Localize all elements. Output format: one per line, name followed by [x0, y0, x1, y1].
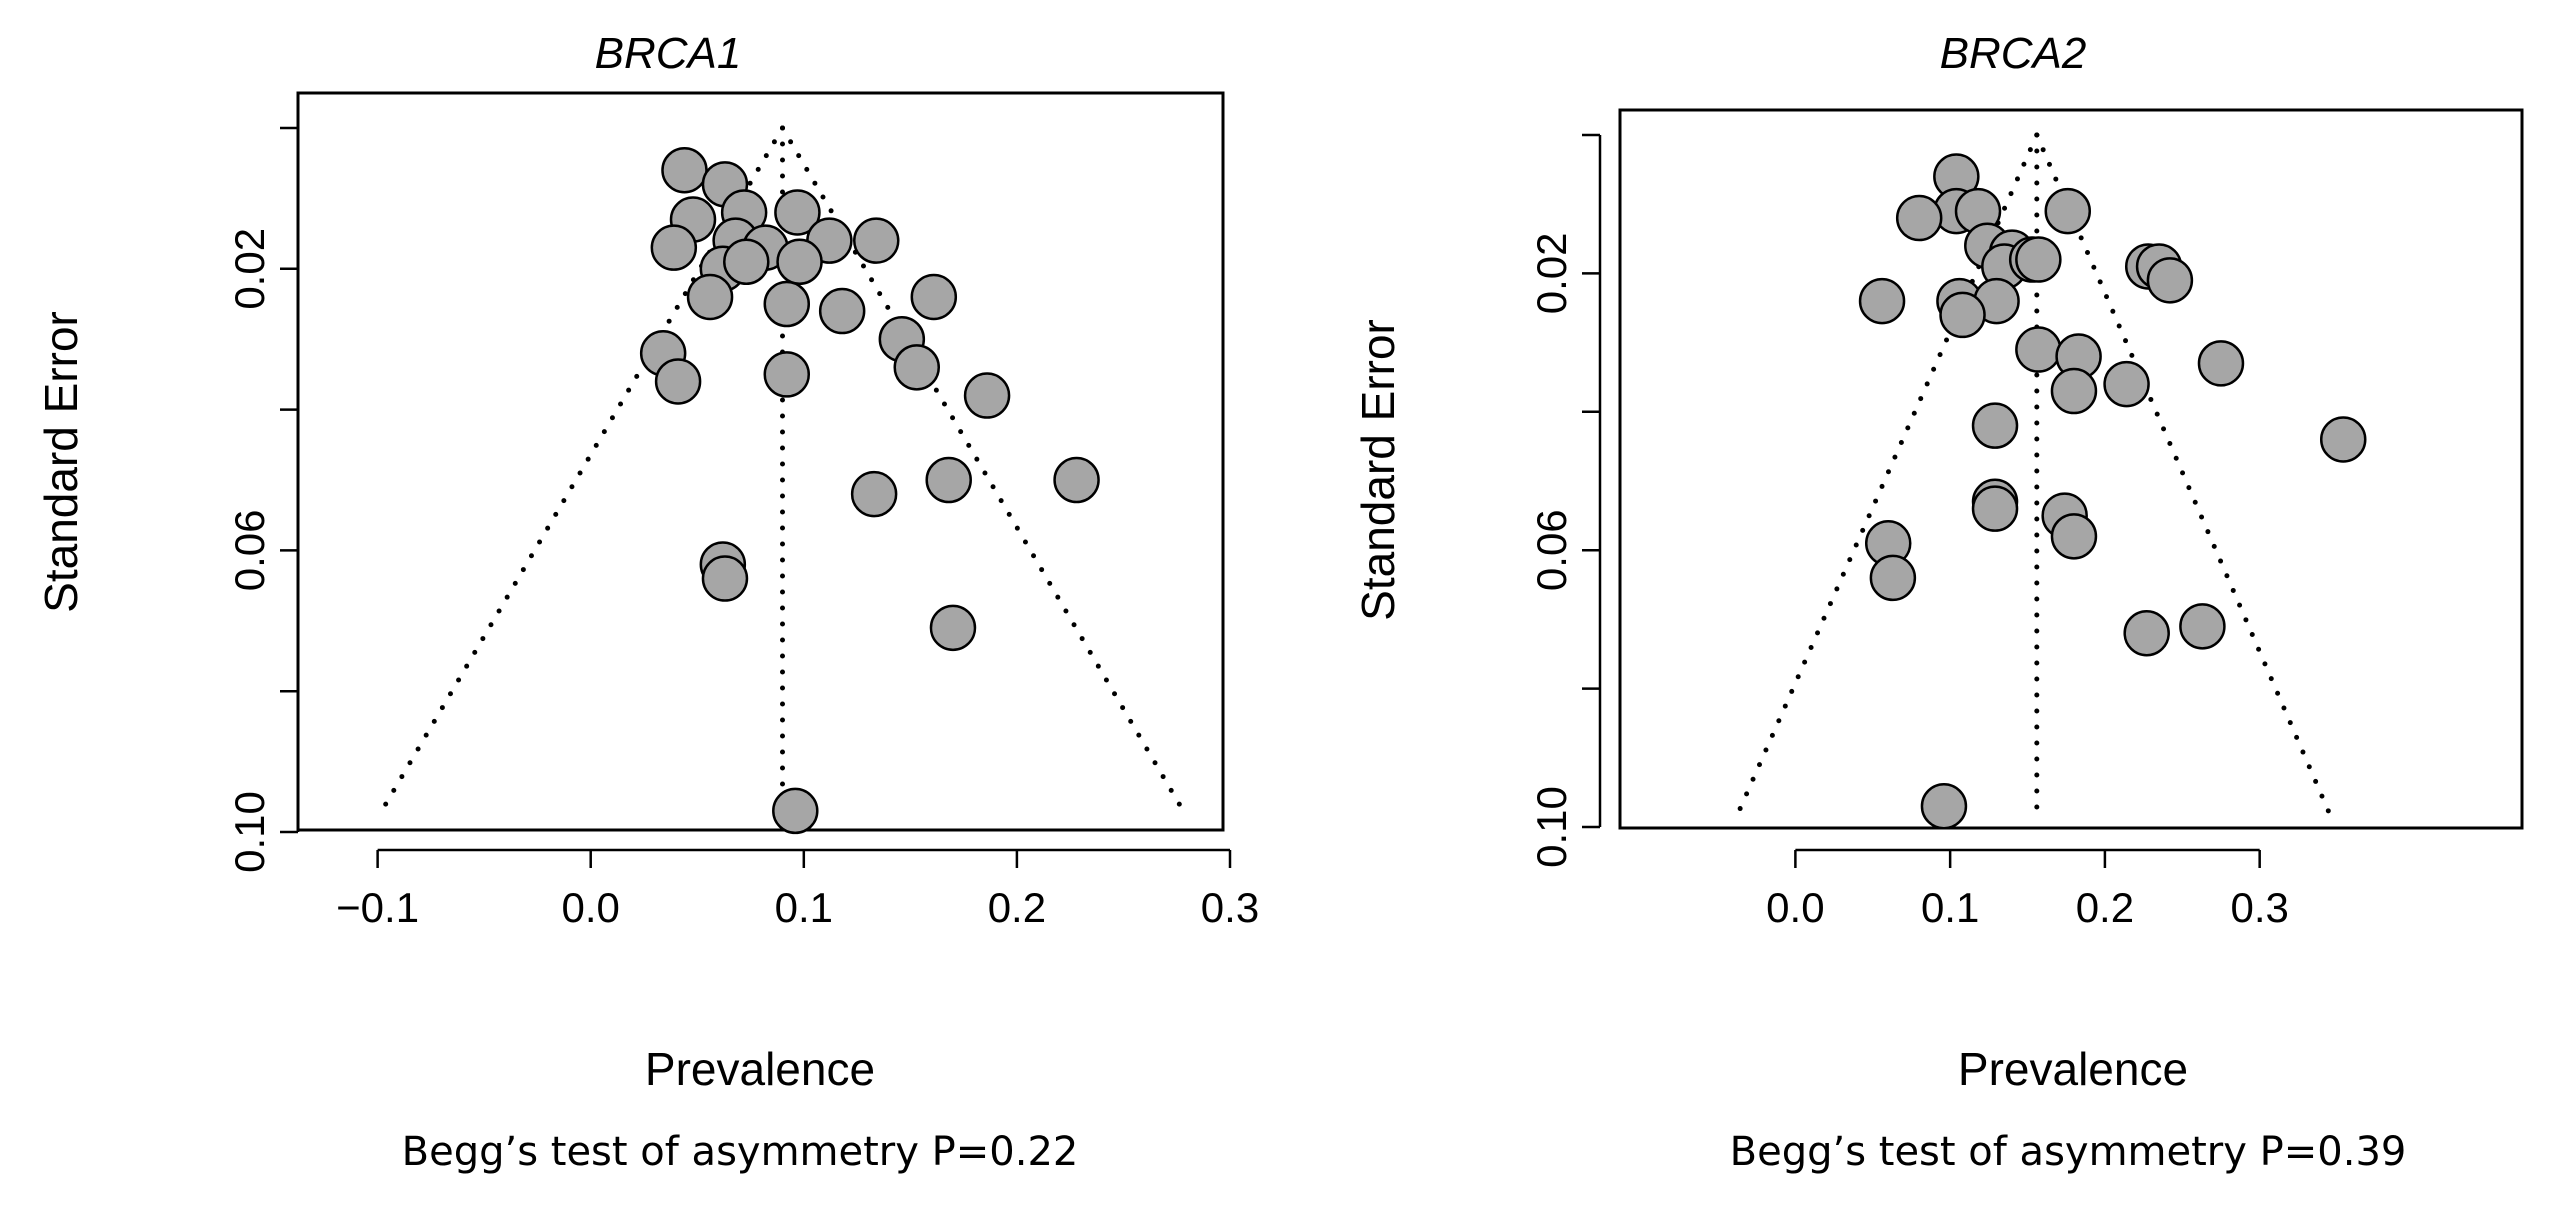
y-tick-label: 0.02: [226, 228, 273, 310]
data-point: [1895, 194, 1943, 242]
data-point: [2050, 513, 2098, 560]
y-tick-label: 0.06: [226, 510, 273, 592]
data-point: [925, 456, 972, 504]
x-tick-label: 0.0: [1766, 884, 1824, 931]
data-point: [2319, 416, 2367, 463]
funnel-right-line: [780, 125, 1190, 821]
data-point: [2197, 340, 2245, 387]
plot-frame: [1618, 108, 2524, 830]
x-tick-label: 0.2: [988, 884, 1046, 931]
y-axis-label: Standard Error: [35, 311, 87, 613]
data-point: [818, 287, 866, 335]
data-point: [853, 217, 900, 264]
data-point: [774, 189, 821, 236]
funnel-lines: [375, 125, 1190, 821]
data-point: [2044, 187, 2092, 235]
y-axis-label: Standard Error: [1352, 319, 1404, 621]
funnel-right-line: [2034, 132, 2332, 816]
chart-title: BRCA1: [595, 29, 742, 78]
y-tick-label: 0.06: [1528, 509, 1575, 591]
data-point: [654, 358, 702, 405]
x-tick-label: −0.1: [336, 884, 419, 931]
data-point: [2050, 367, 2098, 415]
data-point: [1869, 554, 1917, 602]
x-axis-label: Prevalence: [645, 1043, 875, 1095]
data-point: [850, 470, 898, 518]
data-point: [2103, 360, 2150, 408]
data-point: [1858, 277, 1906, 325]
data-point: [1920, 782, 1968, 830]
y-axis: 0.02 0.06 0.10: [1528, 133, 1602, 868]
data-point: [929, 604, 977, 652]
data-point: [910, 273, 958, 321]
data-point: [661, 146, 708, 194]
data-point: [2015, 236, 2062, 283]
data-point: [1971, 485, 2019, 532]
data-points: [639, 146, 1100, 835]
panel-brca2: BRCA2 0.0 0.1 0.2 0.3 0.02 0.06 0.10 Prevalen…: [1352, 29, 2524, 1175]
x-tick-label: 0.3: [2230, 884, 2288, 931]
data-point: [2123, 609, 2170, 657]
x-tick-label: 0.3: [1201, 884, 1259, 931]
data-point: [2179, 603, 2226, 650]
x-axis: −0.1 0.0 0.1 0.2 0.3: [336, 848, 1259, 931]
x-axis: 0.0 0.1 0.2 0.3: [1766, 848, 2289, 931]
x-axis-label: Prevalence: [1958, 1043, 2188, 1095]
data-point: [893, 344, 940, 391]
y-tick-label: 0.10: [1528, 786, 1575, 868]
funnel-left-line: [375, 125, 785, 821]
data-point: [2146, 257, 2194, 304]
data-point: [963, 372, 1011, 419]
data-point: [763, 351, 811, 398]
data-point: [1939, 291, 1986, 339]
x-tick-label: 0.0: [562, 884, 620, 931]
data-point: [686, 273, 734, 321]
x-tick-label: 0.1: [1921, 884, 1979, 931]
y-tick-label: 0.10: [226, 791, 273, 873]
data-point: [701, 555, 749, 602]
y-tick-label: 0.02: [1528, 233, 1575, 315]
data-point: [772, 787, 819, 835]
x-tick-label: 0.1: [775, 884, 833, 931]
y-axis: 0.02 0.06 0.10: [226, 126, 300, 873]
data-point: [776, 238, 823, 286]
chart-caption: Begg’s test of asymmetry P=0.39: [1730, 1129, 2407, 1175]
x-tick-label: 0.2: [2076, 884, 2134, 931]
data-point: [763, 280, 811, 328]
data-point: [1053, 456, 1100, 504]
data-points: [1858, 153, 2367, 830]
data-point: [1971, 402, 2019, 449]
chart-title: BRCA2: [1940, 29, 2087, 78]
data-point: [2015, 326, 2062, 373]
panel-brca1: BRCA1 −0.1 0.0 0.1 0.2 0.3 0.02 0.06 0.10 Prev…: [35, 29, 1259, 1175]
chart-caption: Begg’s test of asymmetry P=0.22: [402, 1129, 1079, 1175]
data-point: [723, 238, 770, 286]
data-point: [650, 224, 698, 271]
